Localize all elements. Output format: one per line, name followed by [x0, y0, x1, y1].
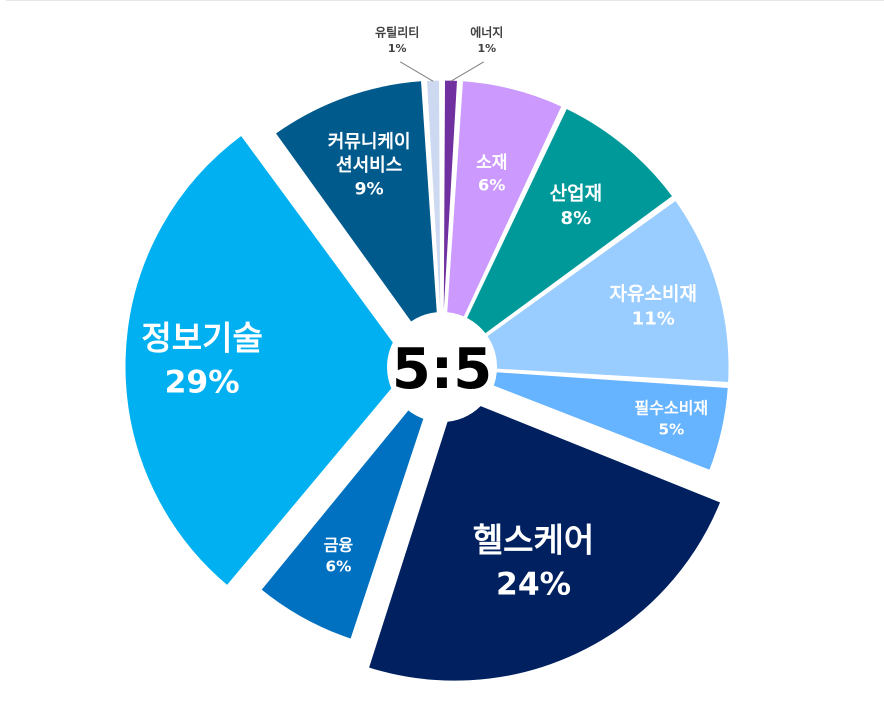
slice-value-2: 6%: [478, 175, 505, 194]
slice-name-3: 산업재: [550, 182, 602, 204]
pie-slice-5: [441, 365, 731, 474]
pie-slice-9: [271, 78, 444, 373]
slice-value-5: 5%: [658, 420, 684, 438]
pie-slice-10: [423, 77, 444, 368]
slice-value-9: 9%: [355, 179, 384, 199]
slice-label-5: 필수소비재 5%: [635, 398, 709, 438]
slice-value-10: 1%: [388, 42, 407, 55]
slice-name-7: 금융: [324, 536, 354, 555]
slice-value-4: 11%: [632, 309, 675, 330]
slice-name-9-line-2: 션서비스: [336, 155, 402, 176]
pie-slice-6: [365, 392, 724, 684]
slice-label-6: 헬스케어 24%: [473, 521, 594, 603]
slice-name-5: 필수소비재: [635, 398, 709, 417]
slice-name-8: 정보기술: [141, 319, 262, 358]
slice-name-1: 에너지: [470, 24, 503, 39]
top-border-line: [6, 0, 884, 1]
slice-label-10: 유틸리티 1%: [375, 24, 419, 55]
slice-name-9-line-1: 커뮤니케이: [328, 132, 411, 153]
slice-label-8: 정보기술 29%: [141, 319, 262, 401]
pie-slice-4: [437, 196, 732, 386]
slices-layer: [122, 77, 732, 684]
slice-label-3: 산업재 8%: [550, 182, 602, 229]
slice-name-4: 자유소비재: [610, 283, 697, 305]
pie-slice-3: [440, 105, 677, 369]
slice-label-4: 자유소비재 11%: [610, 283, 697, 330]
center-label: 5:5: [392, 337, 492, 402]
center-circle: [387, 312, 497, 422]
slice-label-7: 금융 6%: [324, 536, 354, 576]
slice-label-2: 소재 6%: [476, 153, 507, 194]
slice-value-8: 29%: [165, 364, 240, 400]
slice-label-1: 에너지 1%: [470, 24, 503, 55]
slice-value-3: 8%: [561, 208, 592, 229]
leader-line-1: [450, 61, 485, 82]
pie-slice-7: [257, 366, 444, 643]
slice-name-6: 헬스케어: [473, 521, 594, 560]
slice-name-2: 소재: [476, 153, 507, 173]
slice-value-6: 24%: [496, 567, 571, 603]
slice-value-1: 1%: [477, 42, 496, 55]
slice-name-10: 유틸리티: [375, 24, 419, 39]
pie-slice-8: [122, 131, 414, 590]
pie-slice-2: [440, 78, 566, 368]
leader-line-10: [399, 61, 434, 82]
labels-layer: 에너지 1% 소재 6% 산업재 8% 자유소비재 11% 필수소비재 5% 헬스케어 24% 금융 6%…: [141, 24, 708, 602]
slice-value-7: 6%: [326, 557, 352, 575]
